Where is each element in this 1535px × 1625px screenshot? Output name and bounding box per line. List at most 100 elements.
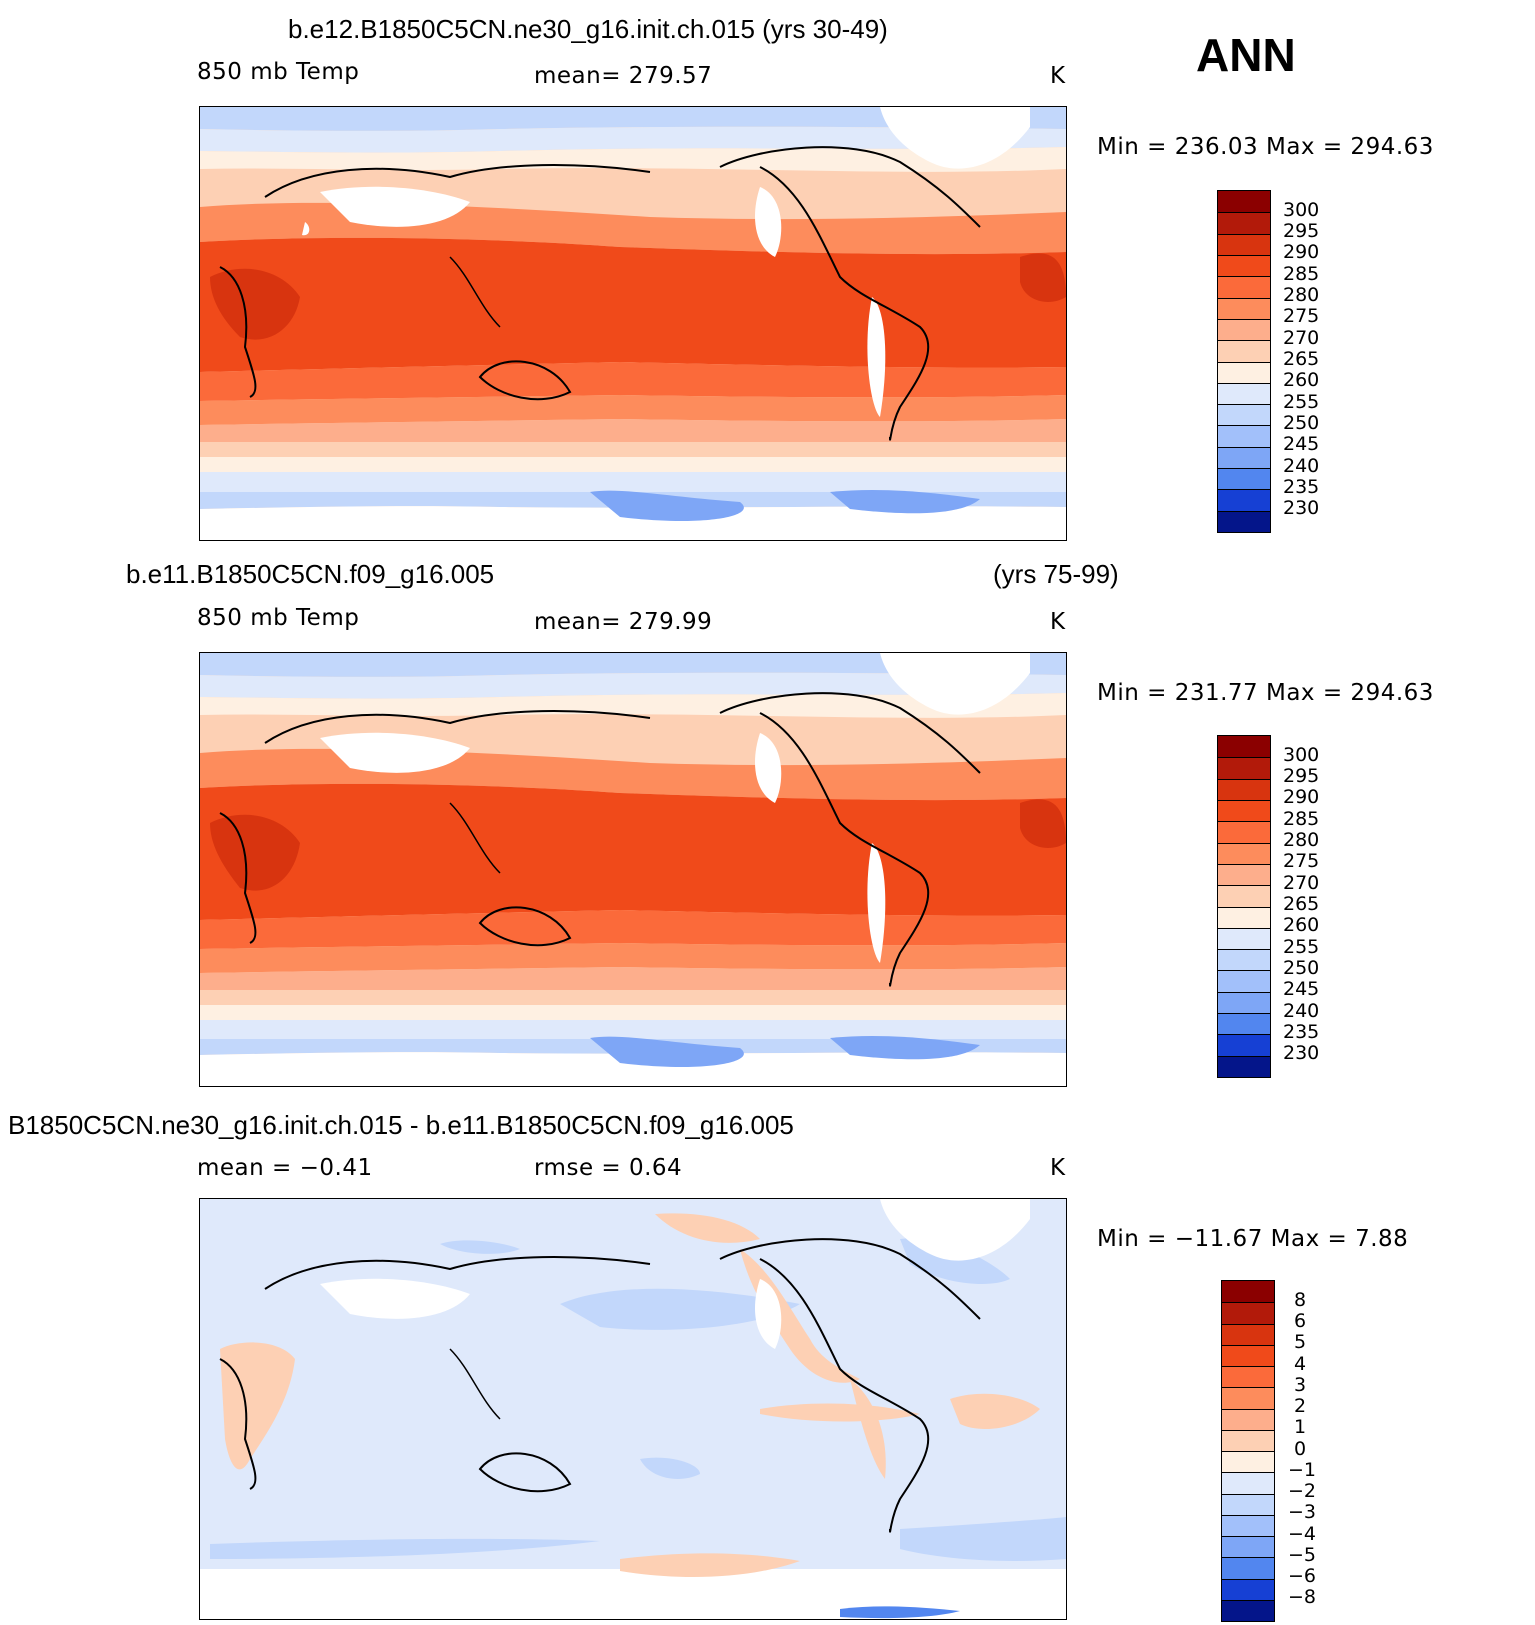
colorbar-bin — [1218, 318, 1270, 341]
panel1-tick-label: 295 — [1283, 220, 1320, 242]
colorbar-bin — [1218, 949, 1270, 971]
panel1-variable: 850 mb Temp — [197, 59, 360, 85]
panel1-title: b.e12.B1850C5CN.ne30_g16.init.ch.015 (yr… — [288, 14, 888, 44]
colorbar-bin — [1218, 510, 1270, 532]
colorbar-bin — [1222, 1472, 1274, 1494]
panel1-tick-label: 235 — [1283, 476, 1320, 498]
colorbar-bin — [1222, 1578, 1274, 1600]
panel1-tick-label: 230 — [1283, 497, 1320, 519]
colorbar-bin — [1222, 1302, 1274, 1324]
panel2-units: K — [1050, 609, 1066, 635]
panel2-minmax: Min = 231.77 Max = 294.63 — [1097, 680, 1434, 706]
panel3-tick-label: −2 — [1288, 1480, 1317, 1502]
panel3-tick-label: −8 — [1288, 1586, 1317, 1608]
colorbar-bin — [1222, 1599, 1274, 1621]
panel3-tick-label: 2 — [1294, 1395, 1307, 1417]
colorbar-bin — [1222, 1514, 1274, 1536]
colorbar-bin — [1222, 1536, 1274, 1558]
panel2-colorbar — [1217, 735, 1271, 1078]
colorbar-bin — [1222, 1429, 1274, 1451]
colorbar-bin — [1218, 927, 1270, 950]
panel3-rmse: rmse = 0.64 — [534, 1155, 683, 1181]
panel3-tick-label: 0 — [1294, 1438, 1307, 1460]
panel1-tick-label: 260 — [1283, 369, 1320, 391]
panel2-tick-label: 285 — [1283, 808, 1320, 830]
colorbar-bin — [1218, 404, 1270, 426]
colorbar-bin — [1218, 1055, 1270, 1077]
panel3-title: B1850C5CN.ne30_g16.init.ch.015 - b.e11.B… — [8, 1110, 794, 1140]
panel2-tick-label: 295 — [1283, 765, 1320, 787]
colorbar-bin — [1222, 1366, 1274, 1388]
panel3-mean: mean = −0.41 — [197, 1155, 373, 1181]
colorbar-bin — [1218, 446, 1270, 469]
panel2-tick-label: 290 — [1283, 786, 1320, 808]
colorbar-bin — [1222, 1344, 1274, 1366]
panel3-tick-label: 1 — [1294, 1416, 1307, 1438]
colorbar-bin — [1218, 1013, 1270, 1035]
panel1-colorbar — [1217, 190, 1271, 533]
panel2-tick-label: 240 — [1283, 1000, 1320, 1022]
colorbar-bin — [1218, 906, 1270, 928]
colorbar-bin — [1218, 276, 1270, 298]
colorbar-bin — [1218, 778, 1270, 800]
colorbar-bin — [1218, 297, 1270, 319]
panel3-tick-label: −6 — [1288, 1565, 1317, 1587]
colorbar-bin — [1218, 489, 1270, 511]
panel1-tick-label: 270 — [1283, 327, 1320, 349]
colorbar-bin — [1218, 821, 1270, 843]
panel1-field — [200, 107, 1066, 540]
panel2-title-years: (yrs 75-99) — [993, 559, 1119, 589]
panel2-variable: 850 mb Temp — [197, 605, 360, 631]
panel2-tick-label: 245 — [1283, 978, 1320, 1000]
panel3-tick-label: −5 — [1288, 1544, 1317, 1566]
panel1-tick-label: 265 — [1283, 348, 1320, 370]
panel1-map — [199, 106, 1067, 541]
colorbar-bin — [1218, 361, 1270, 383]
colorbar-bin — [1222, 1451, 1274, 1473]
panel3-colorbar — [1221, 1280, 1275, 1622]
colorbar-bin — [1222, 1493, 1274, 1515]
panel1-tick-label: 275 — [1283, 305, 1320, 327]
panel3-field — [200, 1199, 1066, 1619]
panel2-tick-label: 260 — [1283, 914, 1320, 936]
colorbar-bin — [1222, 1323, 1274, 1345]
panel3-minmax: Min = −11.67 Max = 7.88 — [1097, 1226, 1409, 1252]
panel3-tick-label: 5 — [1294, 1331, 1307, 1353]
colorbar-bin — [1218, 212, 1270, 234]
panel2-tick-label: 300 — [1283, 744, 1320, 766]
colorbar-bin — [1218, 340, 1270, 362]
panel3-tick-label: −3 — [1288, 1501, 1317, 1523]
panel1-tick-label: 280 — [1283, 284, 1320, 306]
panel2-field — [200, 653, 1066, 1086]
colorbar-bin — [1218, 1034, 1270, 1056]
panel2-tick-label: 250 — [1283, 957, 1320, 979]
colorbar-bin — [1218, 991, 1270, 1014]
panel2-title: b.e11.B1850C5CN.f09_g16.005 — [126, 559, 495, 589]
colorbar-bin — [1222, 1387, 1274, 1409]
panel3-tick-label: −4 — [1288, 1523, 1317, 1545]
colorbar-bin — [1218, 425, 1270, 447]
colorbar-bin — [1218, 799, 1270, 822]
colorbar-bin — [1222, 1557, 1274, 1579]
panel2-tick-label: 270 — [1283, 872, 1320, 894]
colorbar-bin — [1218, 885, 1270, 907]
colorbar-bin — [1218, 970, 1270, 992]
colorbar-bin — [1218, 736, 1270, 758]
colorbar-bin — [1218, 254, 1270, 277]
panel2-tick-label: 235 — [1283, 1021, 1320, 1043]
colorbar-bin — [1218, 191, 1270, 213]
panel1-mean: mean= 279.57 — [534, 63, 713, 89]
panel3-units: K — [1050, 1155, 1066, 1181]
panel1-tick-label: 255 — [1283, 391, 1320, 413]
panel1-tick-label: 290 — [1283, 241, 1320, 263]
panel2-mean: mean= 279.99 — [534, 609, 713, 635]
panel3-map — [199, 1198, 1067, 1620]
panel3-tick-label: 4 — [1294, 1353, 1307, 1375]
panel3-tick-label: 3 — [1294, 1374, 1307, 1396]
panel1-tick-label: 285 — [1283, 263, 1320, 285]
colorbar-bin — [1218, 382, 1270, 405]
panel2-tick-label: 280 — [1283, 829, 1320, 851]
colorbar-bin — [1218, 468, 1270, 490]
panel1-units: K — [1050, 63, 1066, 89]
panel2-tick-label: 275 — [1283, 850, 1320, 872]
